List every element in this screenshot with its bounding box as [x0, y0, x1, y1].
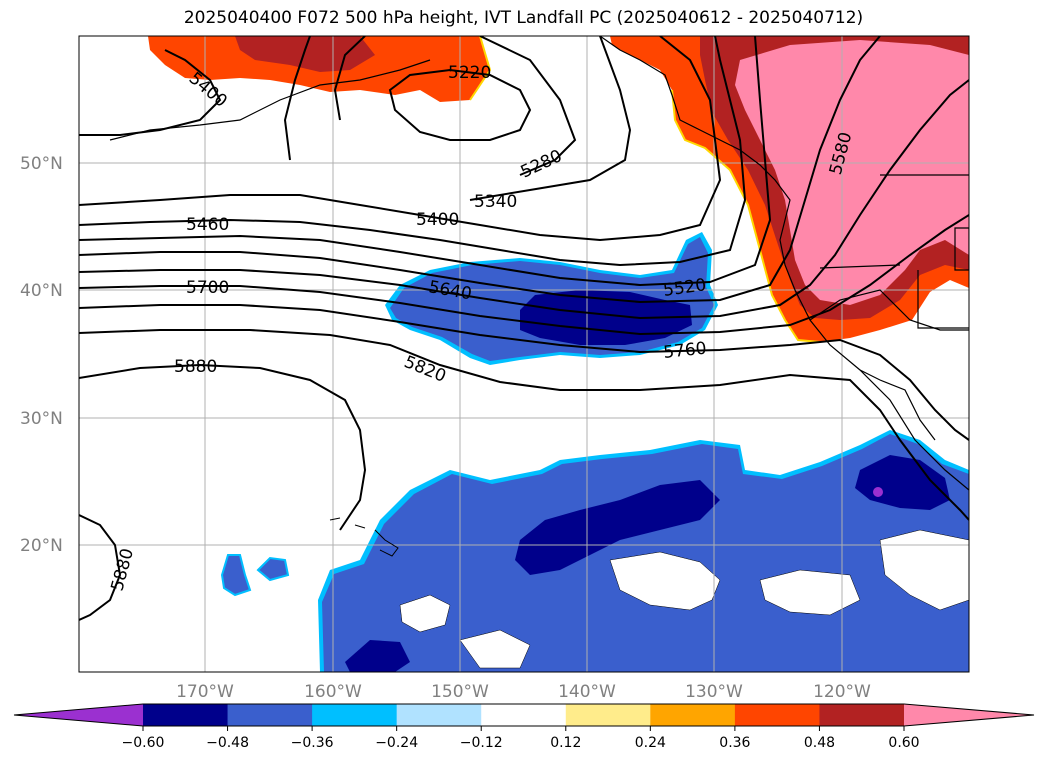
contour-5700 — [79, 214, 969, 336]
contour-5760 — [79, 304, 969, 441]
contour-label: 5700 — [186, 278, 229, 298]
colorbar-tick-label: −0.24 — [375, 735, 418, 751]
lat-label: 20°N — [20, 536, 63, 556]
colorbar-extend-high — [904, 704, 1034, 726]
colorbar-cell — [396, 704, 482, 726]
lon-label: 150°W — [431, 682, 489, 702]
contour-label: 5880 — [174, 357, 217, 377]
contour-5580 — [79, 36, 881, 304]
colorbar-cell — [312, 704, 398, 726]
colorbar-tick-label: 0.24 — [635, 735, 666, 751]
colorbar-cell — [227, 704, 313, 726]
colorbar: −0.60 −0.48 −0.36 −0.24 −0.12 0.12 0.24 0.36 0.4… — [13, 703, 1035, 751]
contour-5280 — [333, 36, 577, 176]
colorbar-tick-label: 0.12 — [550, 735, 581, 751]
negative-anomaly-south-core-1 — [515, 480, 720, 575]
negative-anomaly-south-core-3 — [345, 640, 410, 672]
neutral-hole-1 — [609, 551, 721, 611]
colorbar-tick-label: 0.60 — [888, 735, 919, 751]
colorbar-tick-label: 0.48 — [804, 735, 835, 751]
contour-5520 — [79, 36, 772, 287]
contour-5880 — [79, 363, 367, 531]
hawaii-islands — [329, 517, 399, 557]
lon-label: 120°W — [813, 682, 871, 702]
neutral-hole-5 — [459, 629, 531, 669]
contour-5220 — [388, 68, 532, 141]
lat-label: 40°N — [20, 281, 63, 301]
colorbar-tick-label: −0.36 — [291, 735, 334, 751]
colorbar-cell — [143, 704, 229, 726]
positive-anomaly-ne-rim — [671, 89, 821, 343]
neutral-hole-2 — [759, 569, 861, 616]
map-title: 2025040400 F072 500 hPa height, IVT Land… — [183, 8, 864, 28]
map-frame — [78, 35, 970, 673]
negative-anomaly-extreme — [873, 487, 883, 497]
contour-5820 — [79, 329, 969, 521]
contour-5340 — [283, 36, 632, 201]
lat-label: 50°N — [20, 154, 63, 174]
contour-5640 — [79, 79, 969, 320]
contour-label: 5340 — [474, 192, 517, 212]
positive-anomaly-nw-rim — [469, 36, 492, 101]
lon-label: 140°W — [558, 682, 616, 702]
colorbar-cell — [734, 704, 820, 726]
lat-label: 30°N — [20, 409, 63, 429]
contour-label: 5760 — [662, 339, 707, 363]
contour-label: 5460 — [186, 215, 229, 235]
negative-anomaly-central-core — [520, 290, 692, 345]
colorbar-tick-label: −0.60 — [122, 735, 165, 751]
negative-patch-1 — [220, 554, 252, 597]
height-contours — [79, 36, 969, 621]
contour-5880-sw — [79, 514, 122, 621]
negative-patch-2 — [256, 556, 290, 582]
contour-5400 — [79, 36, 722, 242]
contour-5460 — [79, 36, 747, 267]
latitude-labels: 50°N 40°N 30°N 20°N — [20, 154, 63, 556]
colorbar-tick-label: −0.48 — [206, 735, 249, 751]
longitude-labels: 170°W 160°W 150°W 140°W 130°W 120°W — [176, 682, 871, 702]
contour-5400-nw — [79, 49, 222, 136]
contour-label: 5220 — [448, 63, 491, 83]
colorbar-tick-label: 0.36 — [719, 735, 750, 751]
colorbar-cell — [819, 704, 905, 726]
lon-label: 170°W — [176, 682, 234, 702]
lon-label: 130°W — [685, 682, 743, 702]
neutral-hole-3 — [399, 594, 451, 633]
colorbar-tick-label: −0.12 — [460, 735, 503, 751]
colorbar-cell — [650, 704, 736, 726]
colorbar-cell — [565, 704, 651, 726]
positive-anomaly-nw-mid — [235, 36, 375, 72]
colorbar-extend-low — [14, 704, 143, 726]
lon-label: 160°W — [304, 682, 362, 702]
contour-label: 5400 — [416, 210, 459, 230]
neutral-hole-4 — [879, 529, 969, 611]
colorbar-cell — [481, 704, 567, 726]
